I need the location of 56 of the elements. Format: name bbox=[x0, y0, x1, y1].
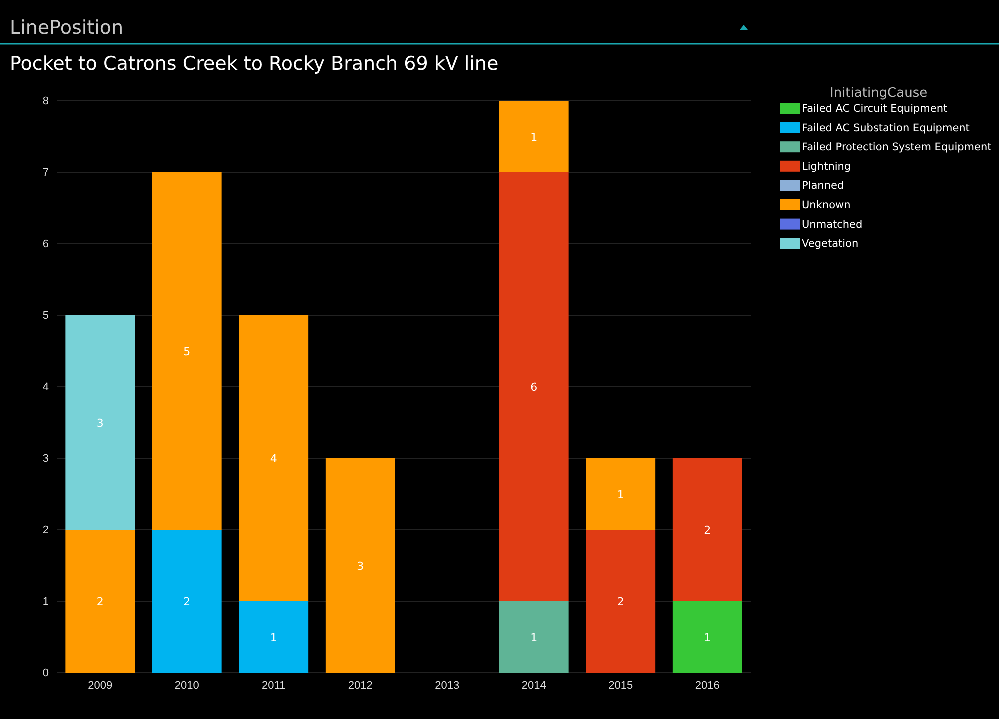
bar bbox=[499, 172, 569, 602]
bar bbox=[66, 530, 136, 673]
bar bbox=[66, 316, 136, 530]
y-tick-label: 4 bbox=[42, 382, 49, 394]
y-tick-label: 0 bbox=[42, 668, 49, 680]
legend-label: Failed AC Circuit Equipment bbox=[802, 103, 948, 115]
data-label: 2 bbox=[184, 596, 191, 608]
legend-label: Failed AC Substation Equipment bbox=[802, 122, 970, 134]
data-label: 3 bbox=[357, 560, 364, 573]
bar bbox=[586, 458, 656, 530]
x-tick-label: 2016 bbox=[695, 680, 720, 692]
y-tick-label: 7 bbox=[42, 167, 49, 180]
data-label: 2 bbox=[96, 596, 104, 608]
data-label: 3 bbox=[96, 416, 104, 430]
data-label: 1 bbox=[530, 130, 538, 144]
legend-title: InitiatingCause bbox=[830, 86, 928, 101]
data-label: 1 bbox=[270, 631, 278, 644]
legend-label: Failed Protection System Equipment bbox=[802, 142, 992, 154]
x-tick-label: 2014 bbox=[522, 680, 546, 692]
y-tick-label: 2 bbox=[42, 524, 49, 537]
x-tick-label: 2010 bbox=[174, 680, 200, 692]
bar bbox=[326, 458, 396, 673]
bar bbox=[239, 602, 309, 673]
y-tick-label: 3 bbox=[42, 453, 49, 466]
bar bbox=[672, 602, 742, 673]
x-tick-label: 2009 bbox=[88, 680, 113, 692]
data-label: 2 bbox=[704, 524, 712, 537]
bar bbox=[672, 458, 742, 602]
chart-title: LinePosition bbox=[10, 17, 124, 39]
legend-label: Unknown bbox=[802, 200, 851, 212]
bar bbox=[586, 530, 656, 673]
x-tick-label: 2012 bbox=[348, 680, 373, 692]
legend-label: Lightning bbox=[802, 160, 852, 173]
data-label: 1 bbox=[704, 631, 712, 644]
legend-label: Unmatched bbox=[802, 218, 863, 231]
y-tick-label: 6 bbox=[42, 238, 49, 251]
y-tick-label: 5 bbox=[42, 310, 49, 322]
bar bbox=[239, 316, 309, 602]
data-label: 2 bbox=[617, 596, 624, 608]
chart-subtitle: Pocket to Catrons Creek to Rocky Branch 69 kV line bbox=[10, 53, 499, 75]
bar bbox=[499, 101, 569, 172]
data-label: 6 bbox=[530, 381, 538, 394]
data-label: 1 bbox=[530, 631, 538, 644]
data-label: 1 bbox=[617, 488, 624, 502]
bar bbox=[152, 530, 222, 673]
x-tick-label: 2011 bbox=[262, 680, 286, 692]
data-label: 5 bbox=[184, 345, 191, 358]
y-tick-label: 8 bbox=[42, 96, 49, 108]
bar bbox=[152, 172, 222, 530]
legend-label: Vegetation bbox=[802, 238, 859, 250]
x-tick-label: 2013 bbox=[435, 680, 460, 692]
bar bbox=[499, 602, 569, 673]
data-label: 4 bbox=[270, 452, 278, 466]
x-tick-label: 2015 bbox=[608, 680, 634, 692]
y-tick-label: 1 bbox=[42, 596, 49, 608]
legend-label: Planned bbox=[802, 180, 844, 192]
